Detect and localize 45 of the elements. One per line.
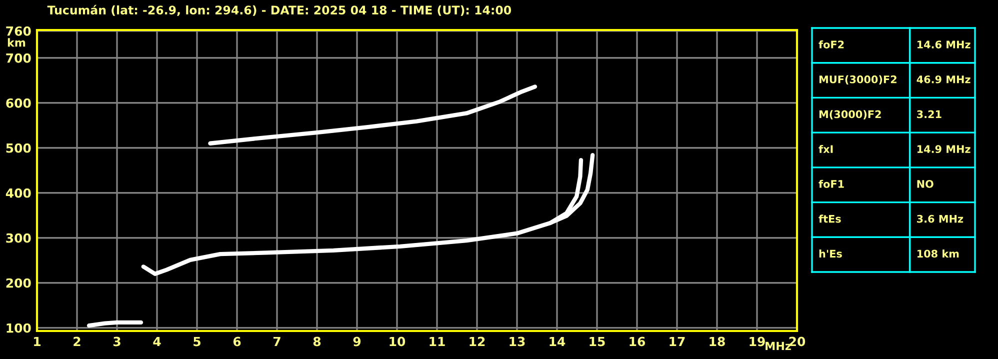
text: 3.21 (917, 110, 942, 118)
text: NO (917, 180, 934, 188)
x-tick-label: 6 (233, 336, 241, 346)
text: 46.9 MHz (916, 75, 970, 84)
chart-title: Tucumán (lat: -26.9, lon: 294.6) - DATE: 2025 04 18 - TIME (UT): 14:00 (47, 4, 512, 16)
x-tick-label: 4 (153, 336, 161, 346)
x-tick-label: 8 (313, 336, 321, 346)
x-tick-label: 19 (750, 336, 765, 346)
x-tick-label: 11 (430, 336, 445, 346)
text: foF2 (818, 40, 844, 48)
x-tick-label: 16 (630, 336, 646, 346)
x-tick-label: 3 (113, 336, 120, 346)
x-tick-label: 17 (670, 336, 685, 346)
y-tick-label: 400 (6, 188, 31, 198)
x-tick-label: 13 (510, 336, 525, 346)
y-tick-label: 600 (6, 98, 31, 108)
x-tick-label: 12 (470, 336, 485, 346)
text: 108 km (917, 250, 959, 258)
text: fxI (818, 144, 833, 153)
text: h'Es (819, 250, 842, 258)
y-axis-title: km (8, 38, 26, 47)
text: 14.9 MHz (917, 145, 970, 154)
x-tick-label: 14 (550, 336, 566, 346)
y-tick-label: 760 (6, 26, 31, 36)
x-tick-label: 7 (273, 336, 280, 346)
text: M(3000)F2 (819, 110, 881, 120)
text: foF1 (818, 180, 844, 188)
x-tick-label: 9 (353, 336, 361, 346)
text: 14.6 MHz (917, 40, 970, 48)
y-tick-label: 300 (6, 233, 31, 243)
x-tick-label: 5 (194, 336, 200, 346)
y-tick-label: 100 (6, 323, 31, 333)
text: 3.6 MHz (917, 214, 964, 223)
text: MUF(3000)F2 (819, 75, 896, 85)
x-tick-label: 2 (74, 336, 80, 346)
text: ftEs (818, 214, 841, 223)
y-tick-label: 200 (6, 278, 31, 288)
x-tick-label: 18 (710, 336, 725, 346)
x-tick-label: 20 (789, 336, 806, 346)
x-tick-label: 15 (590, 336, 605, 346)
x-axis-title: MHz (766, 342, 791, 350)
y-tick-label: 500 (6, 143, 31, 153)
y-tick-label: 700 (6, 53, 31, 63)
x-tick-label: 10 (390, 336, 406, 346)
x-tick-label: 1 (34, 336, 40, 346)
